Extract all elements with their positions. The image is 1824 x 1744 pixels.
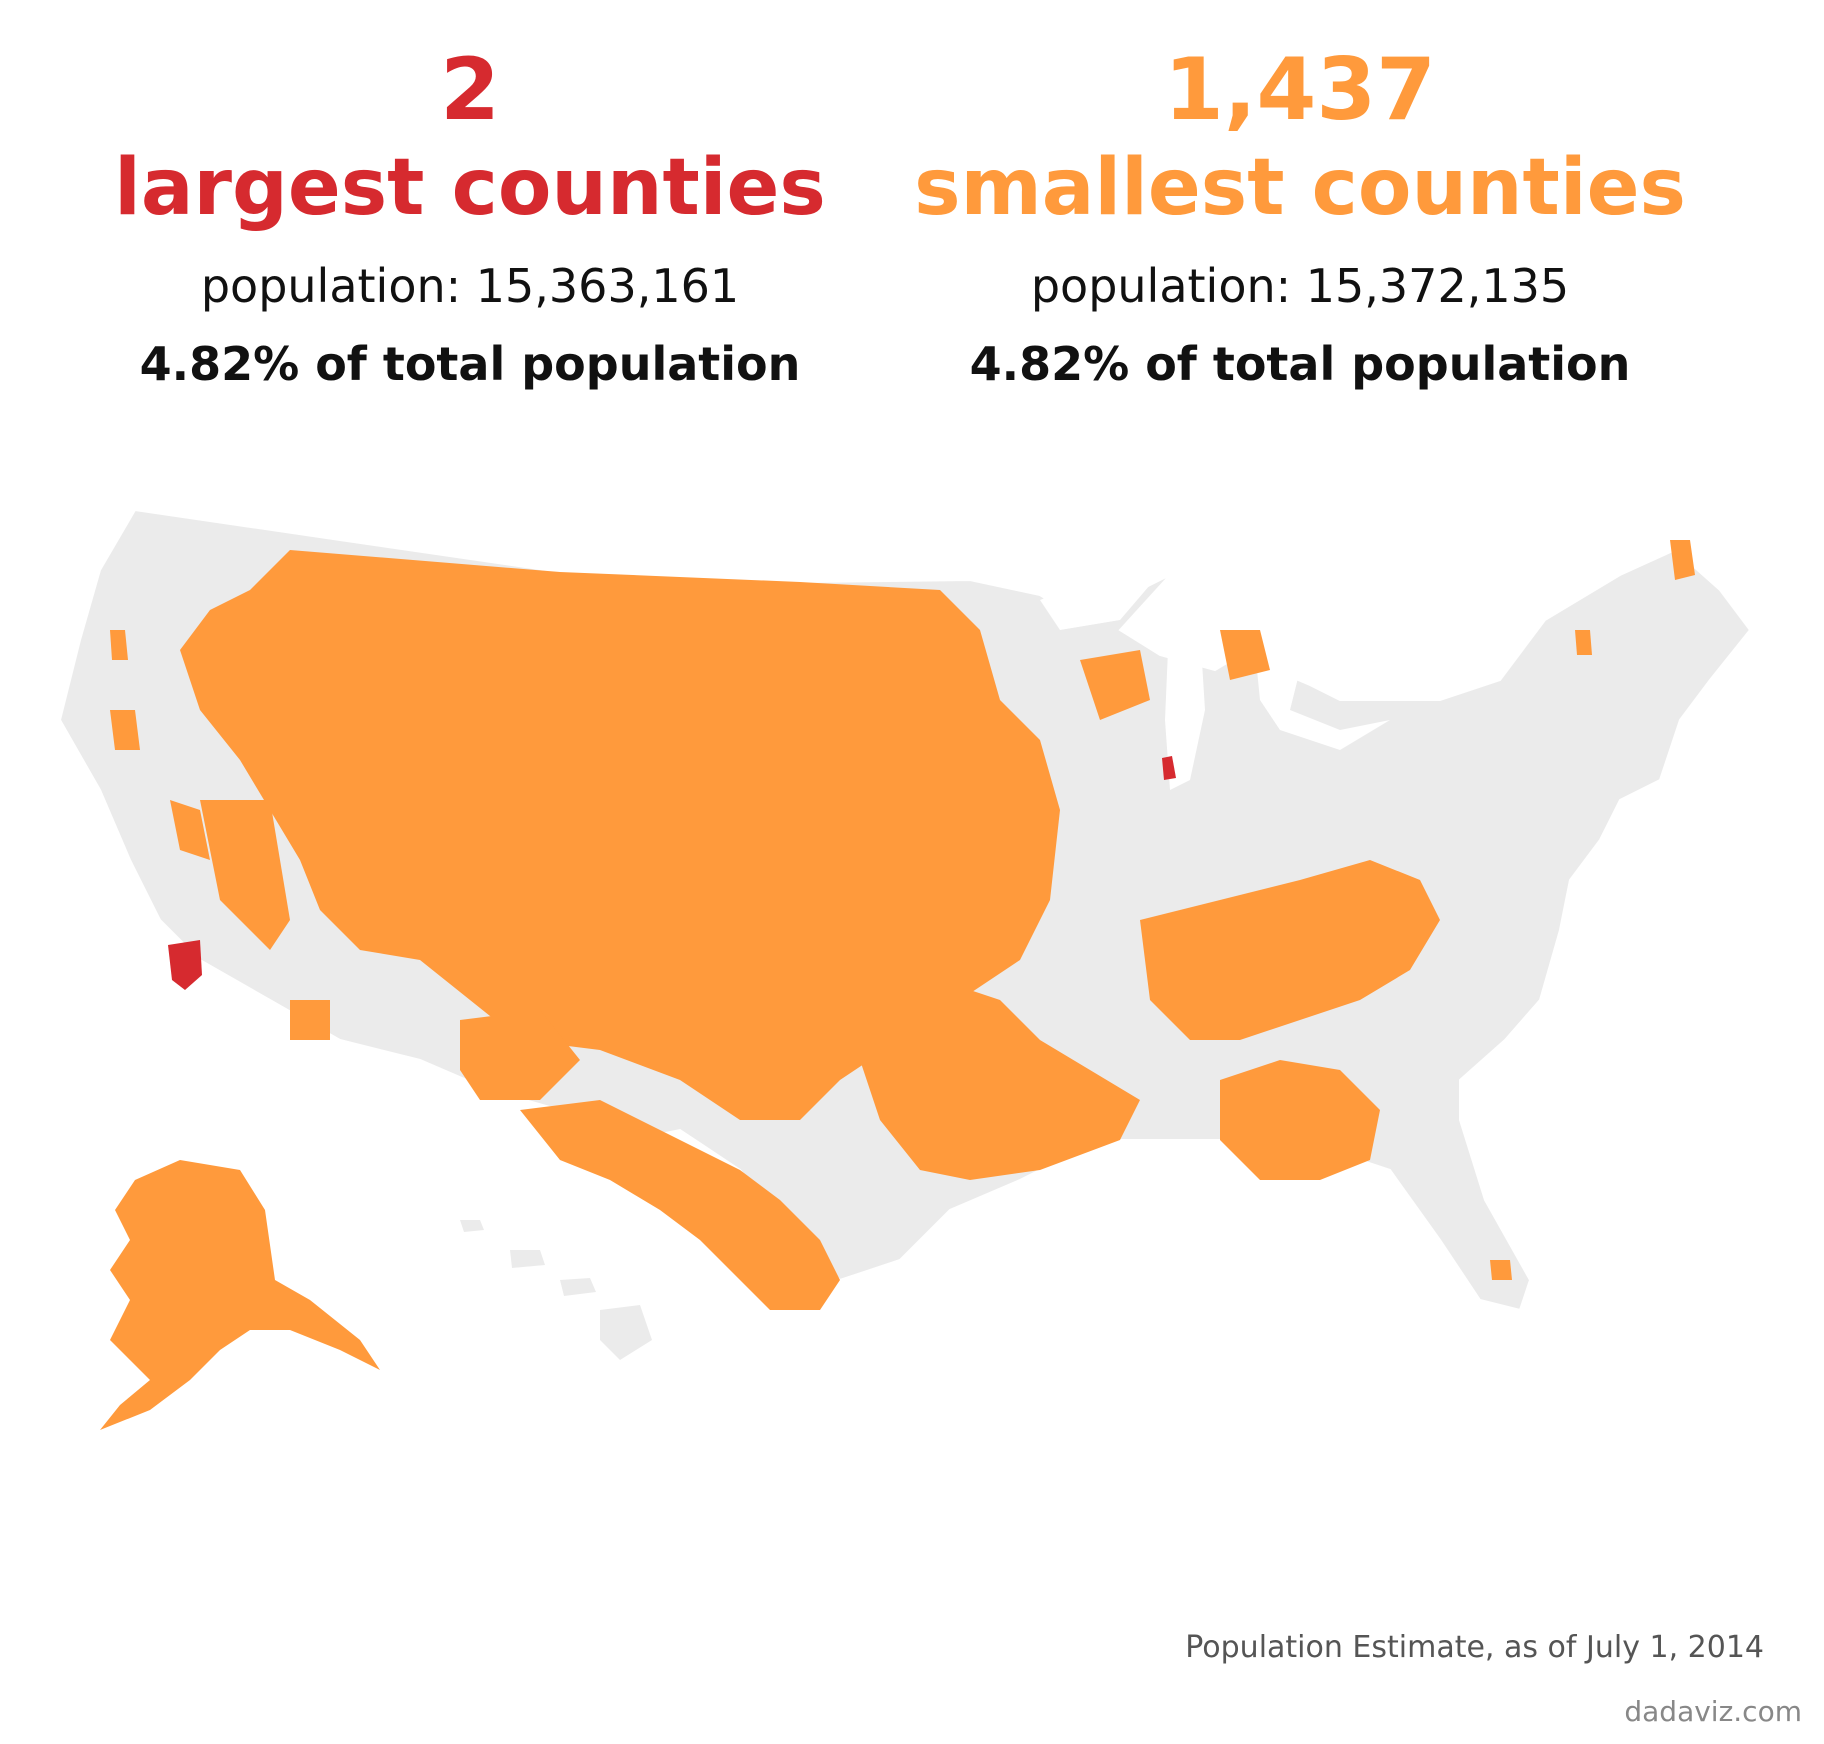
hawaii-islands: [460, 1220, 652, 1360]
lake-michigan: [1165, 600, 1205, 790]
smallest-counties-panel: 1,437 smallest counties population: 15,3…: [890, 40, 1710, 396]
us-county-map: [58, 508, 1752, 1430]
appalachia-region: [1140, 860, 1440, 1040]
largest-label: largest counties: [114, 143, 826, 233]
smallest-share: 4.82% of total population: [969, 337, 1631, 391]
los-angeles-county: [168, 940, 202, 990]
california-patch: [170, 800, 210, 860]
michigan-up-patch: [1220, 630, 1270, 680]
alaska-landmass: [100, 1160, 380, 1430]
smallest-label: smallest counties: [914, 143, 1686, 233]
upper-midwest-patch: [1080, 650, 1150, 720]
southeast-region: [1220, 1060, 1380, 1180]
lake-superior: [1040, 580, 1150, 630]
largest-count: 2: [440, 40, 500, 140]
largest-share: 4.82% of total population: [139, 337, 801, 391]
smallest-count: 1,437: [1163, 40, 1437, 140]
cook-county: [1162, 756, 1176, 780]
washington-coast-patch: [110, 630, 128, 660]
arizona-patch: [290, 1000, 330, 1040]
credit-link[interactable]: dadaviz.com: [1624, 1695, 1802, 1728]
largest-population: population: 15,363,161: [200, 259, 740, 313]
lake-erie-huron: [1255, 650, 1390, 750]
northeast-patch: [1575, 630, 1592, 655]
northern-rockies-plains-region: [180, 550, 1060, 1120]
texas-region: [520, 1100, 840, 1310]
maine-patch: [1670, 540, 1695, 580]
florida-patch: [1490, 1260, 1512, 1280]
smallest-population: population: 15,372,135: [1030, 259, 1570, 313]
nevada-region: [200, 800, 290, 950]
oregon-coast-patch: [110, 710, 140, 750]
south-central-region: [860, 980, 1140, 1180]
data-source-note: Population Estimate, as of July 1, 2014: [1185, 1630, 1764, 1665]
largest-counties-panel: 2 largest counties population: 15,363,16…: [60, 40, 880, 396]
southwest-nm-region: [460, 1010, 580, 1100]
smallest-counties: [110, 540, 1695, 1310]
